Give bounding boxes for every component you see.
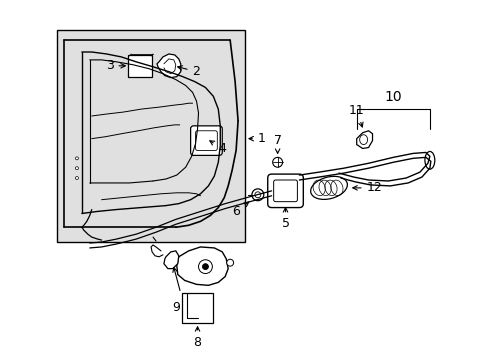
Text: 7: 7 xyxy=(273,134,281,153)
Text: 10: 10 xyxy=(384,90,401,104)
Polygon shape xyxy=(163,251,179,269)
FancyBboxPatch shape xyxy=(57,30,244,242)
Ellipse shape xyxy=(359,135,367,145)
Text: 5: 5 xyxy=(281,208,289,230)
Circle shape xyxy=(226,259,233,266)
Ellipse shape xyxy=(424,152,434,169)
Text: 11: 11 xyxy=(348,104,364,127)
FancyBboxPatch shape xyxy=(273,180,297,202)
Circle shape xyxy=(202,264,208,270)
Circle shape xyxy=(254,192,260,198)
Circle shape xyxy=(75,157,78,160)
Polygon shape xyxy=(356,131,372,148)
Text: 9: 9 xyxy=(171,301,180,315)
Ellipse shape xyxy=(310,176,346,199)
FancyBboxPatch shape xyxy=(195,131,217,150)
FancyBboxPatch shape xyxy=(267,174,303,208)
Circle shape xyxy=(251,189,263,201)
Polygon shape xyxy=(157,54,181,78)
Circle shape xyxy=(198,260,212,274)
FancyBboxPatch shape xyxy=(190,126,222,156)
Text: 4: 4 xyxy=(209,141,226,155)
Text: 1: 1 xyxy=(248,132,265,145)
Circle shape xyxy=(75,167,78,170)
FancyBboxPatch shape xyxy=(128,55,152,77)
Text: 8: 8 xyxy=(193,327,201,348)
Circle shape xyxy=(75,176,78,180)
Text: 6: 6 xyxy=(232,202,248,218)
Bar xyxy=(182,293,213,323)
Polygon shape xyxy=(177,247,228,285)
Text: 12: 12 xyxy=(352,181,382,194)
Text: 3: 3 xyxy=(105,59,125,72)
Circle shape xyxy=(272,157,282,167)
Text: 2: 2 xyxy=(177,65,200,78)
